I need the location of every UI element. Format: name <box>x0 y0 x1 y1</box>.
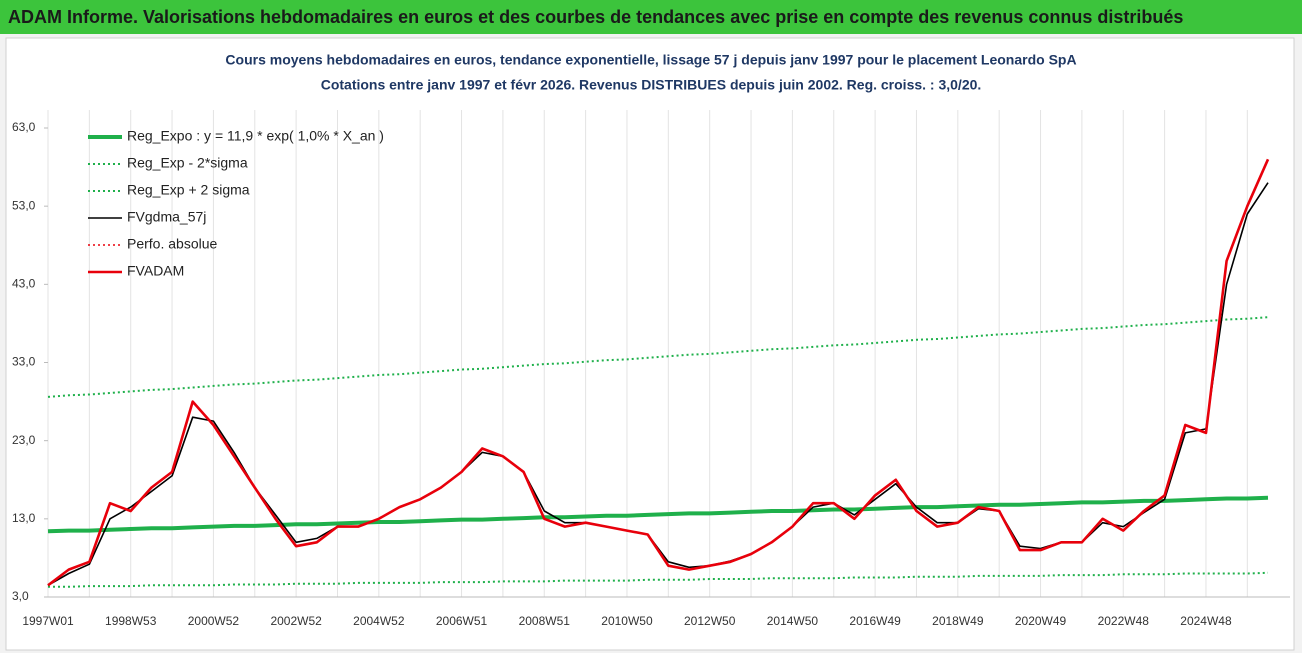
y-tick-label: 43,0 <box>12 277 36 291</box>
x-tick-label: 2004W52 <box>353 614 405 628</box>
x-tick-label: 2006W51 <box>436 614 488 628</box>
header-bar <box>0 0 1302 34</box>
legend-label: FVADAM <box>127 263 184 279</box>
y-tick-label: 13,0 <box>12 511 36 525</box>
x-tick-label: 2018W49 <box>932 614 984 628</box>
x-tick-label: 2000W52 <box>188 614 240 628</box>
y-tick-label: 3,0 <box>12 589 29 603</box>
x-tick-label: 2010W50 <box>601 614 653 628</box>
legend-label: Reg_Expo : y = 11,9 * exp( 1,0% * X_an ) <box>127 128 384 144</box>
legend-label: Reg_Exp + 2 sigma <box>127 182 250 198</box>
header-title: ADAM Informe. Valorisations hebdomadaire… <box>8 7 1183 27</box>
y-tick-label: 23,0 <box>12 433 36 447</box>
chart-subtitle: Cotations entre janv 1997 et févr 2026. … <box>321 77 982 93</box>
x-tick-label: 2024W48 <box>1180 614 1232 628</box>
x-tick-label: 1997W01 <box>22 614 74 628</box>
chart-panel <box>5 37 1295 651</box>
x-tick-label: 2022W48 <box>1098 614 1150 628</box>
legend-label: Reg_Exp - 2*sigma <box>127 155 248 171</box>
y-tick-label: 33,0 <box>12 355 36 369</box>
y-tick-label: 63,0 <box>12 120 36 134</box>
legend-label: FVgdma_57j <box>127 209 206 225</box>
x-tick-label: 2016W49 <box>849 614 901 628</box>
series-line <box>47 158 1270 587</box>
series-line <box>47 316 1269 398</box>
x-tick-label: 2012W50 <box>684 614 736 628</box>
legend-label: Perfo. absolue <box>127 236 217 252</box>
x-tick-label: 2020W49 <box>1015 614 1067 628</box>
x-tick-label: 1998W53 <box>105 614 157 628</box>
series-line <box>47 495 1269 534</box>
x-tick-label: 2014W50 <box>767 614 819 628</box>
series-line <box>48 571 1269 588</box>
y-tick-label: 53,0 <box>12 198 36 212</box>
x-tick-label: 2002W52 <box>270 614 322 628</box>
x-tick-label: 2008W51 <box>519 614 571 628</box>
chart-subtitle: Cours moyens hebdomadaires en euros, ten… <box>225 52 1076 68</box>
